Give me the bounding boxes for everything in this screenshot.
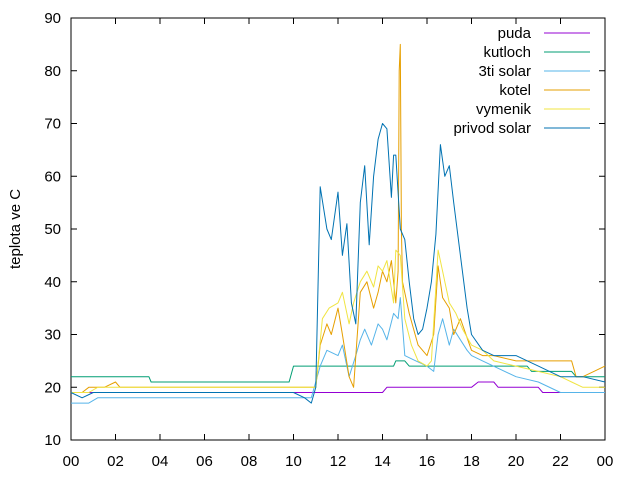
y-tick-label: 90 [44,10,61,27]
series-line-puda [71,381,605,393]
x-tick-label: 16 [419,453,436,470]
y-tick-label: 80 [44,63,61,80]
legend-label: 3ti solar [478,63,531,80]
y-tick-label: 50 [44,221,61,238]
x-tick-label: 14 [374,453,391,470]
legend-label: kotel [499,82,531,99]
x-tick-label: 20 [508,453,525,470]
y-tick-label: 60 [44,168,61,185]
x-tick-label: 02 [107,453,124,470]
y-tick-label: 30 [44,327,61,344]
legend-label: privod solar [453,120,531,137]
y-tick-label: 10 [44,432,61,449]
x-tick-label: 04 [152,453,169,470]
y-axis-label: teplota ve C [7,189,24,269]
legend: puda kutloch 3ti solar kotel vymenik privod s… [453,25,590,137]
x-tick-label: 00 [63,453,80,470]
y-tick-label: 40 [44,274,61,291]
x-tick-label: 08 [241,453,258,470]
y-tick-label: 20 [44,379,61,396]
series-line-vymenik [71,249,605,393]
series-lines [70,43,606,404]
series-line-privod-solar [70,123,606,404]
legend-label: vymenik [476,101,532,118]
y-tick-label: 70 [44,116,61,133]
x-tick-label: 12 [330,453,347,470]
axis-tick-labels: 00 02 04 06 08 10 12 14 16 18 20 22 0010203040506070… [44,10,613,470]
legend-label: puda [498,25,532,42]
legend-label: kutloch [483,44,531,61]
x-tick-label: 00 [597,453,614,470]
axis-ticks [70,17,606,441]
x-tick-label: 22 [552,453,569,470]
x-tick-label: 06 [196,453,213,470]
x-tick-label: 10 [285,453,302,470]
x-tick-label: 18 [463,453,480,470]
